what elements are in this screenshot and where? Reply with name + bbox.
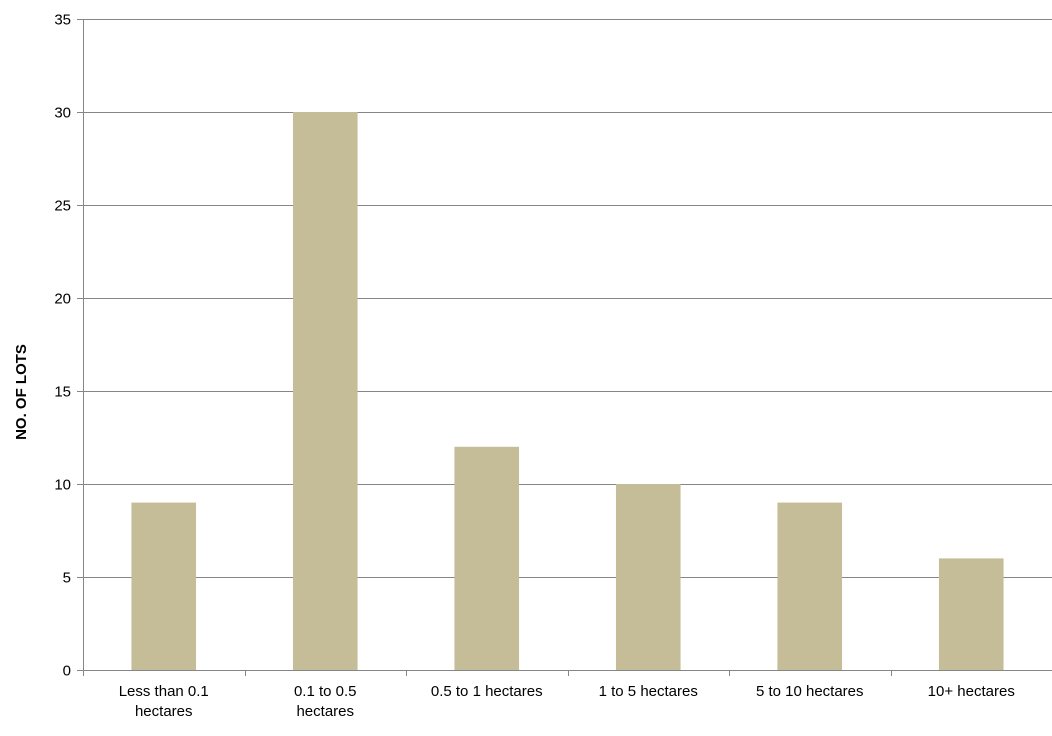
bar-5: [777, 502, 843, 670]
y-tick-label-15: 15: [54, 384, 71, 401]
y-tick-label-30: 30: [54, 105, 71, 122]
bars: [131, 112, 1004, 670]
y-tick-label-0: 0: [63, 663, 71, 680]
y-tick-label-35: 35: [54, 12, 71, 29]
axes: [77, 19, 1052, 676]
bar-1: [131, 502, 197, 670]
axis-labels: 0 5 10 15 20 25 30 35 Less than 0.1 hectares 0.1 t…: [54, 12, 1015, 721]
bar-4: [615, 484, 681, 670]
bar-2: [292, 112, 358, 670]
x-tick-label-2: 0.1 to 0.5 hectares: [294, 683, 357, 720]
y-axis-title: NO. OF LOTS: [13, 344, 30, 440]
gridlines: [83, 19, 1052, 578]
bar-6: [938, 558, 1004, 670]
y-tick-label-20: 20: [54, 291, 71, 308]
y-tick-label-25: 25: [54, 198, 71, 215]
x-tick-label-3: 0.5 to 1 hectares: [431, 683, 543, 700]
x-tick-label-4: 1 to 5 hectares: [599, 683, 698, 700]
x-tick-label-5: 5 to 10 hectares: [756, 683, 864, 700]
x-tick-label-1: Less than 0.1 hectares: [119, 683, 209, 720]
y-tick-label-5: 5: [63, 570, 71, 587]
x-tick-label-6: 10+ hectares: [928, 683, 1015, 700]
y-tick-label-10: 10: [54, 477, 71, 494]
bar-3: [454, 446, 520, 670]
